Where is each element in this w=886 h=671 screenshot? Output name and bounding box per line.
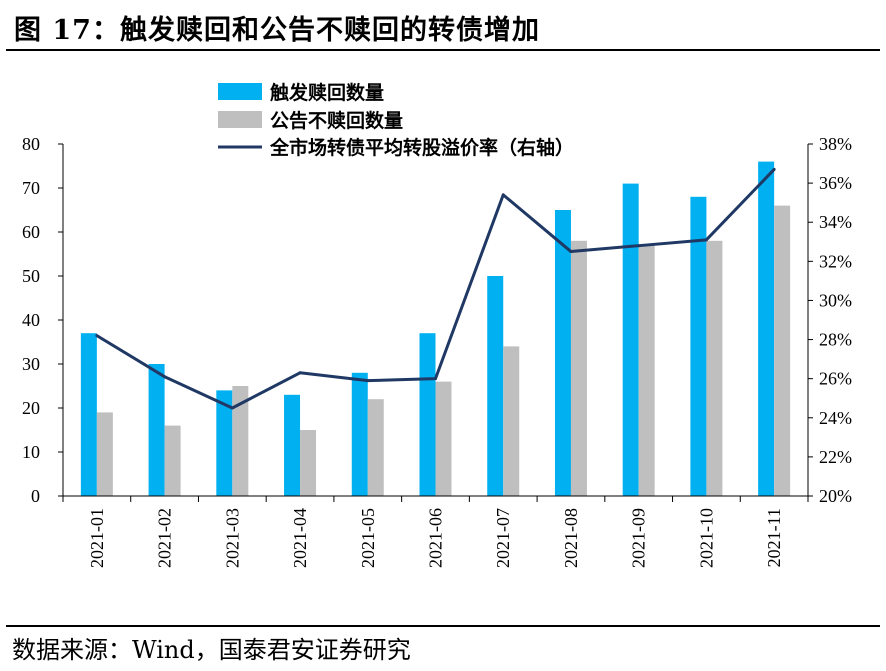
bar-trigger-2021-11 <box>758 161 775 496</box>
bar-no-redeem-2021-03 <box>232 386 249 496</box>
bar-trigger-2021-02 <box>148 364 165 496</box>
bar-no-redeem-2021-04 <box>300 430 317 496</box>
line-point-2021-02 <box>163 375 167 379</box>
line-point-2021-07 <box>501 193 505 197</box>
bar-no-redeem-2021-08 <box>570 240 587 496</box>
x-tick-label: 2021-11 <box>764 508 784 567</box>
y-left-tick-label: 30 <box>22 354 40 374</box>
bar-trigger-2021-07 <box>487 276 504 496</box>
x-tick-label: 2021-05 <box>358 508 378 568</box>
legend-label: 触发赎回数量 <box>270 81 384 104</box>
y-right-tick-label: 28% <box>819 330 852 350</box>
y-left-tick-label: 40 <box>22 310 40 330</box>
x-tick-label: 2021-08 <box>561 508 581 568</box>
y-right-tick-label: 26% <box>819 369 852 389</box>
bar-trigger-2021-10 <box>690 196 707 497</box>
legend-label: 公告不赎回数量 <box>270 109 403 132</box>
bar-trigger-2021-05 <box>351 372 368 496</box>
y-left-tick-label: 0 <box>31 486 40 506</box>
title-rule <box>6 49 880 51</box>
y-left-tick-label: 80 <box>22 134 40 154</box>
y-right-tick-label: 36% <box>819 173 852 193</box>
y-right-tick-label: 34% <box>819 212 852 232</box>
legend-label: 全市场转债平均转股溢价率（右轴） <box>269 136 574 159</box>
bar-no-redeem-2021-01 <box>96 412 113 496</box>
y-left-tick-label: 70 <box>22 178 40 198</box>
x-tick-label: 2021-09 <box>629 508 649 568</box>
legend-item-trigger: 触发赎回数量 <box>218 81 384 104</box>
source-note: 数据来源：Wind，国泰君安证券研究 <box>12 636 411 664</box>
y-right-tick-label: 32% <box>819 251 852 271</box>
legend-item-premium: 全市场转债平均转股溢价率（右轴） <box>218 136 574 159</box>
legend-swatch <box>218 83 262 100</box>
y-right-tick-label: 22% <box>819 447 852 467</box>
x-tick-label: 2021-04 <box>290 508 310 568</box>
x-tick-label: 2021-10 <box>696 508 716 568</box>
bar-trigger-2021-01 <box>80 333 97 496</box>
line-point-2021-01 <box>95 334 99 338</box>
bar-no-redeem-2021-10 <box>706 240 723 496</box>
y-right-tick-label: 30% <box>819 290 852 310</box>
y-left-tick-label: 50 <box>22 266 40 286</box>
line-point-2021-08 <box>569 250 573 254</box>
y-right-tick-label: 24% <box>819 408 852 428</box>
x-tick-label: 2021-07 <box>493 508 513 568</box>
y-right-tick-label: 38% <box>819 134 852 154</box>
line-point-2021-06 <box>434 377 437 381</box>
y-left-tick-label: 20 <box>22 398 40 418</box>
line-point-2021-03 <box>230 406 234 410</box>
bar-no-redeem-2021-11 <box>774 205 791 496</box>
legend-item-no-redeem: 公告不赎回数量 <box>218 109 403 132</box>
y-left-tick-label: 10 <box>22 442 40 462</box>
bar-trigger-2021-04 <box>284 394 301 496</box>
line-point-2021-04 <box>298 371 302 375</box>
bar-trigger-2021-06 <box>419 333 436 496</box>
x-tick-label: 2021-02 <box>155 508 175 568</box>
bar-no-redeem-2021-02 <box>164 425 181 496</box>
line-point-2021-10 <box>704 238 708 242</box>
y-left-tick-label: 60 <box>22 222 40 242</box>
legend-swatch <box>218 111 262 128</box>
source-rule <box>6 625 880 627</box>
x-tick-label: 2021-01 <box>87 508 107 568</box>
line-point-2021-05 <box>366 379 370 383</box>
bar-trigger-2021-09 <box>622 183 639 496</box>
x-tick-label: 2021-03 <box>222 508 242 568</box>
y-right-tick-label: 20% <box>819 486 852 506</box>
x-tick-label: 2021-06 <box>426 508 446 568</box>
bar-no-redeem-2021-05 <box>367 399 384 496</box>
bar-no-redeem-2021-09 <box>638 245 655 496</box>
bar-no-redeem-2021-06 <box>435 381 452 496</box>
line-point-2021-11 <box>772 167 776 171</box>
bar-no-redeem-2021-07 <box>503 346 520 496</box>
bar-trigger-2021-03 <box>216 390 233 496</box>
bar-trigger-2021-08 <box>554 210 571 496</box>
chart-title: 图 17：触发赎回和公告不赎回的转债增加 <box>14 15 540 46</box>
line-point-2021-09 <box>637 244 641 248</box>
